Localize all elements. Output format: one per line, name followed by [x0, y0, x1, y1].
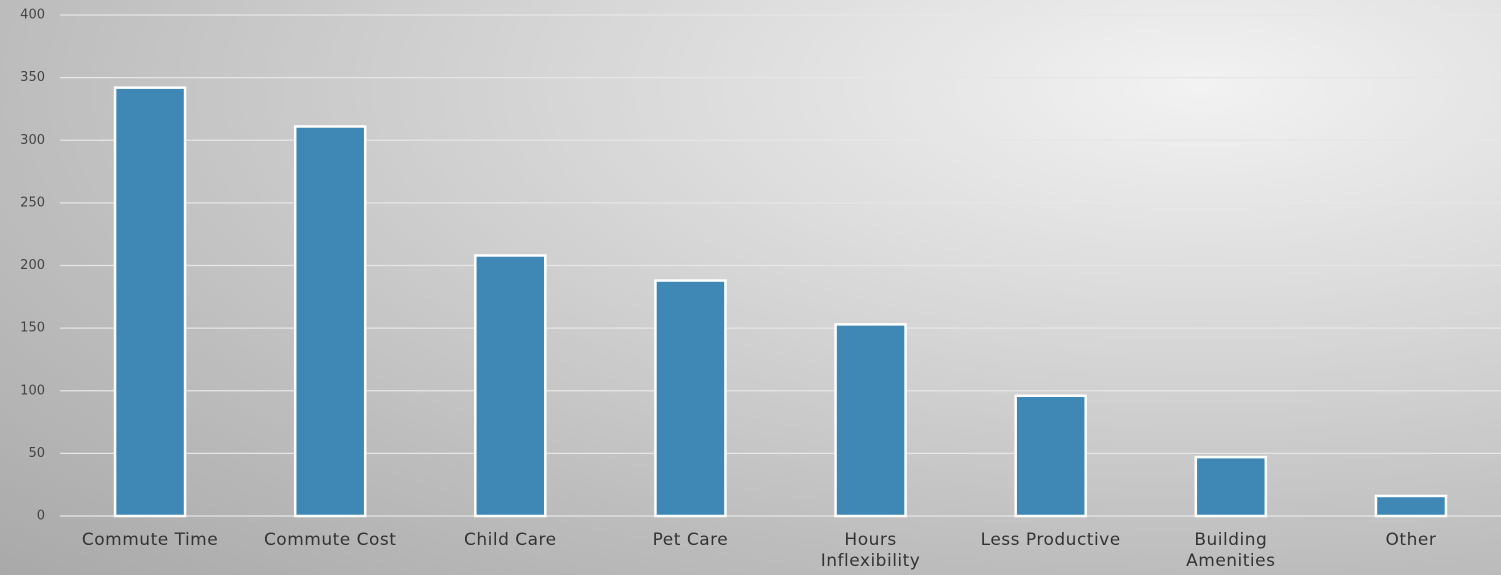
- bar: [834, 323, 907, 518]
- bar: [654, 279, 727, 518]
- bar: [1194, 455, 1268, 518]
- bar: [1374, 494, 1448, 518]
- y-tick-label: 100: [20, 383, 45, 398]
- y-tick-label: 350: [20, 70, 45, 85]
- y-tick-label: 250: [20, 195, 45, 210]
- bar: [474, 254, 547, 518]
- x-tick-label: Building Amenities: [1186, 530, 1276, 571]
- bar: [293, 125, 367, 518]
- y-tick-label: 50: [28, 446, 45, 461]
- y-tick-label: 0: [37, 509, 45, 524]
- x-tick-label: Other: [1385, 530, 1437, 550]
- bar: [113, 86, 187, 518]
- y-tick-label: 200: [20, 258, 45, 273]
- x-tick-label: Commute Cost: [263, 530, 397, 550]
- x-tick-label: Pet Care: [652, 530, 729, 550]
- x-tick-label: Child Care: [463, 530, 557, 550]
- bar: [1014, 394, 1087, 518]
- y-tick-label: 400: [20, 8, 45, 23]
- x-tick-label: Less Productive: [980, 530, 1121, 550]
- x-tick-label: Commute Time: [81, 530, 219, 550]
- x-tick-label: Hours Inflexibility: [820, 530, 921, 571]
- y-tick-label: 300: [20, 133, 45, 148]
- y-tick-label: 150: [20, 321, 45, 336]
